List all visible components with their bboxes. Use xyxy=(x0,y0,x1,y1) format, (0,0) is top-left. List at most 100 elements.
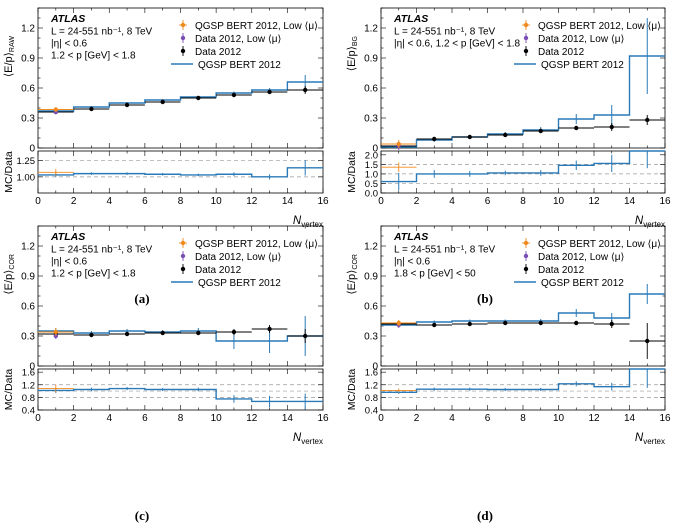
annotation-text: L = 24-551 nb⁻¹, 8 TeV xyxy=(51,245,153,256)
atlas-label: ATLAS xyxy=(50,231,85,243)
annotation-text: L = 24-551 nb⁻¹, 8 TeV xyxy=(394,27,496,38)
legend-label: Data 2012, Low ⟨μ⟩ xyxy=(195,34,281,45)
ratio-y-tick-label: 0.8 xyxy=(22,393,35,404)
y-axis-label-main: ⟨E/p⟩ xyxy=(346,46,358,71)
legend-marker xyxy=(180,240,186,246)
y-axis-label: ⟨E/p⟩RAW xyxy=(3,36,16,78)
ratio-y-axis-label: MC/Data xyxy=(3,369,15,411)
y-tick-label: 0.3 xyxy=(364,332,378,343)
legend-marker xyxy=(523,266,529,272)
x-tick-label: 14 xyxy=(624,196,636,207)
data-point xyxy=(503,132,508,138)
mc-low-mu-point xyxy=(396,320,401,326)
legend-label: QGSP BERT 2012, Low ⟨μ⟩ xyxy=(538,239,661,250)
ratio-y-tick-label: 0.4 xyxy=(22,406,35,417)
data-point xyxy=(467,134,472,140)
ratio-y-tick-label: 1.2 xyxy=(365,380,378,391)
data-point xyxy=(645,338,650,344)
ratio-y-tick-label: 1.00 xyxy=(17,172,36,183)
ratio-y-tick-label: 1.6 xyxy=(365,368,378,379)
annotation-text: |η| < 0.6 xyxy=(51,39,87,50)
legend-label: Data 2012 xyxy=(538,265,585,276)
y-tick-label: 0.9 xyxy=(364,272,378,283)
y-tick-label: 1.2 xyxy=(364,24,378,35)
x-tick-label: 10 xyxy=(553,196,565,207)
x-axis-label-sub: vertex xyxy=(643,437,665,446)
x-axis-label: Nvertex xyxy=(293,215,323,229)
mc-histogram-line xyxy=(381,293,665,326)
legend-marker xyxy=(523,35,529,41)
y-tick-label: 0.6 xyxy=(21,302,35,313)
legend-label: Data 2012 xyxy=(195,47,242,58)
y-tick-label: 0.3 xyxy=(364,114,378,125)
data-point xyxy=(267,326,272,332)
y-tick-label: 1.2 xyxy=(21,24,35,35)
ratio-histogram-line xyxy=(38,387,323,403)
panel-0: 0 2 4 6 8 10 12 14 16 0 0.3 0.6 0.9 1.2 1.00 1.25 ⟨E/p⟩R… xyxy=(3,7,329,229)
annotation-text: |η| < 0.6 xyxy=(394,257,430,268)
x-tick-label: 4 xyxy=(106,413,112,424)
x-tick-label: 16 xyxy=(317,196,329,207)
ratio-y-tick-label: 1.2 xyxy=(22,380,35,391)
data-point xyxy=(538,320,543,326)
y-axis-label: ⟨E/p⟩COR xyxy=(3,254,16,295)
x-tick-label: 6 xyxy=(485,413,491,424)
x-tick-label: 12 xyxy=(246,413,258,424)
y-tick-label: 0.6 xyxy=(21,84,35,95)
ratio-plot-frame xyxy=(37,150,324,194)
legend-marker xyxy=(180,253,186,259)
x-tick-label: 12 xyxy=(588,196,600,207)
caption-c: (c) xyxy=(134,508,150,523)
ratio-y-axis-label: MC/Data xyxy=(346,369,358,411)
x-axis-label-main: N xyxy=(635,432,644,444)
x-tick-label: 2 xyxy=(414,413,420,424)
data-point xyxy=(124,331,130,337)
legend-label: QGSP BERT 2012 xyxy=(541,278,624,289)
ratio-y-axis-label: MC/Data xyxy=(3,151,15,193)
x-tick-label: 2 xyxy=(71,413,77,424)
data-point xyxy=(645,117,650,123)
annotation-text: 1.2 < p [GeV] < 1.8 xyxy=(51,51,136,62)
y-axis-label-sub: RAW xyxy=(9,36,16,52)
x-axis-label-sub: vertex xyxy=(301,220,323,229)
x-tick-label: 14 xyxy=(624,413,636,424)
x-tick-label: 8 xyxy=(178,196,184,207)
x-tick-label: 8 xyxy=(520,196,526,207)
panel-1: 0 2 4 6 8 10 12 14 16 0 0.3 0.6 0.9 1.2 0.00.51.01.52.… xyxy=(346,7,671,229)
x-axis-label: Nvertex xyxy=(635,432,665,446)
annotation-text: L = 24-551 nb⁻¹, 8 TeV xyxy=(51,27,153,38)
legend-label: QGSP BERT 2012, Low ⟨μ⟩ xyxy=(195,21,318,32)
ratio-y-tick-label: 0.0 xyxy=(365,189,378,200)
legend-marker xyxy=(180,266,186,272)
caption-b: (b) xyxy=(477,291,493,306)
x-axis-label-main: N xyxy=(293,432,302,444)
x-axis-label-main: N xyxy=(293,215,302,227)
mc-histogram-line xyxy=(38,330,323,342)
x-axis-label: Nvertex xyxy=(293,432,323,446)
y-axis-label-sub: COR xyxy=(352,254,359,270)
caption-d: (d) xyxy=(477,508,493,523)
y-axis-label-main: ⟨E/p⟩ xyxy=(346,270,358,295)
data-point xyxy=(267,89,272,95)
x-tick-label: 8 xyxy=(520,413,526,424)
data-point xyxy=(89,332,94,338)
annotation-text: 1.8 < p [GeV] < 50 xyxy=(394,269,476,280)
legend-marker xyxy=(523,48,529,54)
x-tick-label: 0 xyxy=(35,413,41,424)
x-tick-label: 4 xyxy=(449,413,455,424)
legend-label: Data 2012, Low ⟨μ⟩ xyxy=(538,34,624,45)
data-point xyxy=(432,136,437,142)
mc-low-mu-point xyxy=(53,107,59,112)
data-point xyxy=(160,99,165,105)
legend-label: QGSP BERT 2012, Low ⟨μ⟩ xyxy=(195,239,318,250)
x-tick-label: 6 xyxy=(142,413,148,424)
x-tick-label: 4 xyxy=(106,196,112,207)
mc-low-mu-point xyxy=(53,329,59,335)
x-tick-label: 2 xyxy=(414,196,420,207)
ratio-y-tick-label: 0.4 xyxy=(365,406,378,417)
y-tick-label: 0 xyxy=(29,144,35,155)
y-tick-label: 0.9 xyxy=(21,54,35,65)
annotation-text: |η| < 0.6, 1.2 < p [GeV] < 1.8 xyxy=(394,39,521,50)
annotation-text: 1.2 < p [GeV] < 1.8 xyxy=(51,269,136,280)
